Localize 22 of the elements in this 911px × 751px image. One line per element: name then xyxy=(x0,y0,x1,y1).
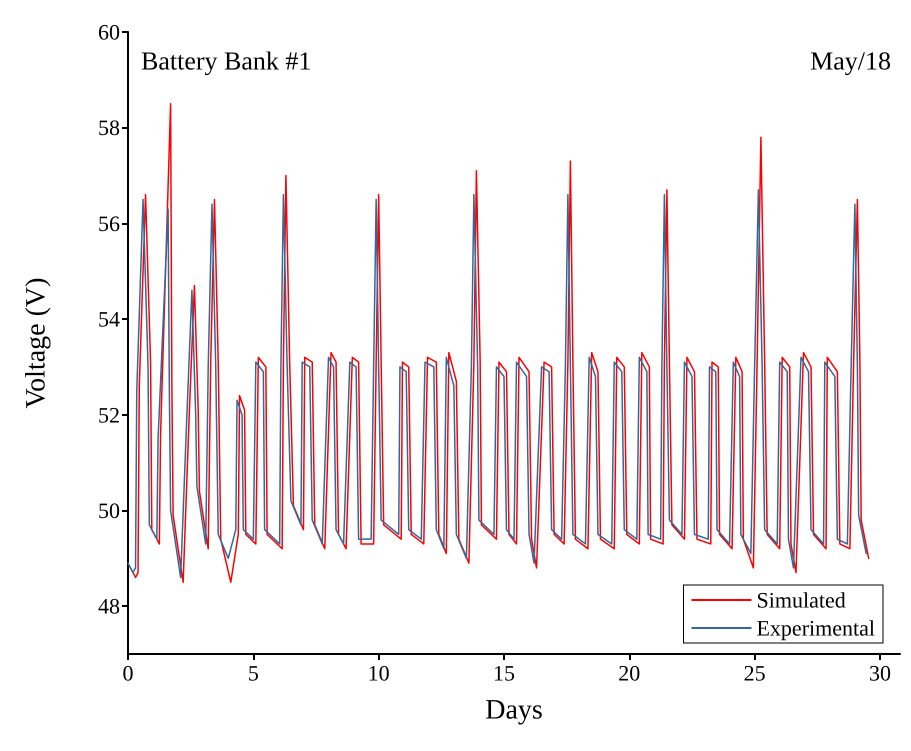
y-axis-title: Voltage (V) xyxy=(20,278,52,408)
line-series xyxy=(127,189,867,578)
x-tick-label: 5 xyxy=(248,660,259,686)
annotation: May/18 xyxy=(810,46,892,76)
x-tick-label: 25 xyxy=(744,660,766,686)
x-tick-label: 10 xyxy=(368,660,390,686)
y-tick-label: 60 xyxy=(98,20,120,44)
y-tick-label: 54 xyxy=(98,306,120,332)
x-axis-title: Days xyxy=(485,694,543,726)
line-series xyxy=(130,103,870,583)
x-tick-label: 15 xyxy=(492,660,515,686)
x-tick-label: 30 xyxy=(868,660,891,686)
x-tick-label: 20 xyxy=(618,660,640,686)
annotation: Battery Bank #1 xyxy=(141,46,312,76)
y-tick-label: 48 xyxy=(98,594,120,619)
y-tick-label: 56 xyxy=(98,210,120,236)
y-tick-label: 52 xyxy=(98,402,120,428)
legend-label: Simulated xyxy=(756,588,846,612)
y-tick-label: 58 xyxy=(98,115,120,140)
legend-label: Experimental xyxy=(756,616,876,640)
y-tick-label: 50 xyxy=(98,498,120,523)
x-tick-label: 0 xyxy=(122,660,134,686)
